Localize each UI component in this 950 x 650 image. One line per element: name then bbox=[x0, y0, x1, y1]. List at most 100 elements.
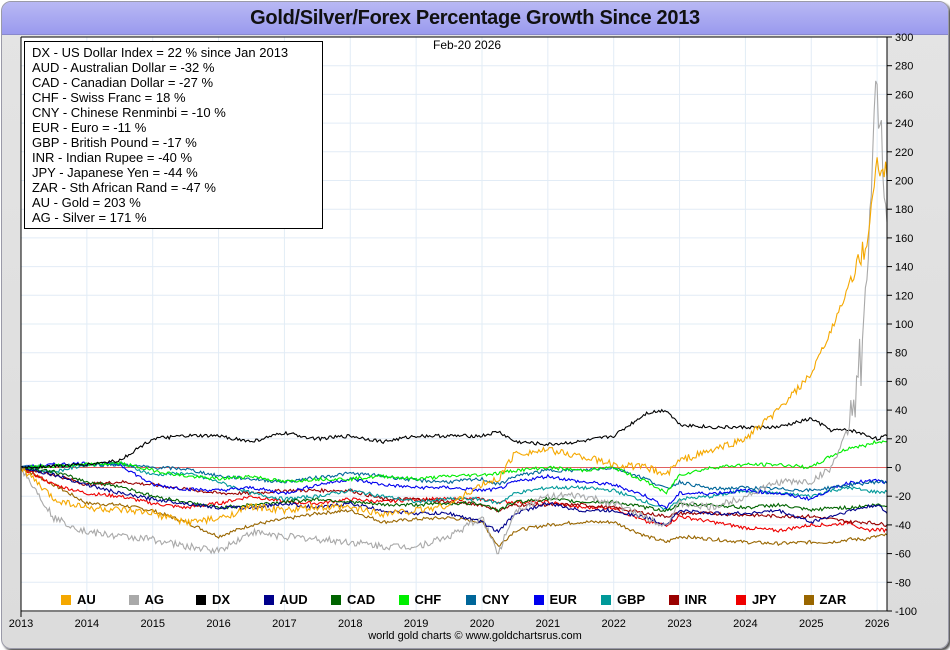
series-line-cad bbox=[20, 466, 888, 513]
legend-swatch bbox=[196, 594, 206, 605]
legend-label: JPY bbox=[752, 592, 777, 607]
x-tick-label: 2016 bbox=[206, 618, 230, 630]
legend-label: AU bbox=[77, 592, 96, 607]
legend-label: INR bbox=[684, 592, 707, 607]
y-tick-label: -60 bbox=[895, 549, 911, 561]
info-line: EUR - Euro = -11 % bbox=[32, 120, 147, 135]
axes bbox=[20, 36, 888, 617]
legend-item-jpy: JPY bbox=[736, 592, 777, 607]
series-line-chf bbox=[20, 439, 887, 495]
info-line: AG - Silver = 171 % bbox=[32, 210, 147, 225]
y-tick-label: 280 bbox=[895, 61, 913, 73]
info-line: DX - US Dollar Index = 22 % since Jan 20… bbox=[32, 45, 289, 60]
y-axis-ticks: 3002802602402202001801601401201008060402… bbox=[887, 32, 917, 618]
y-tick-label: 0 bbox=[895, 463, 901, 475]
series-line-ag bbox=[20, 80, 888, 555]
legend-label: AG bbox=[144, 592, 165, 607]
y-tick-label: 180 bbox=[895, 204, 913, 216]
legend-swatch bbox=[263, 594, 274, 605]
legend-label: DX bbox=[212, 592, 231, 607]
legend-swatch bbox=[803, 594, 814, 605]
legend-swatch bbox=[601, 594, 611, 605]
legend-swatch bbox=[736, 594, 746, 605]
info-line: AU - Gold = 203 % bbox=[32, 195, 141, 210]
info-line: JPY - Japanese Yen = -44 % bbox=[32, 165, 198, 180]
series-line-dx bbox=[20, 408, 888, 470]
y-tick-label: 100 bbox=[895, 319, 913, 331]
y-tick-label: 160 bbox=[895, 233, 913, 245]
x-tick-label: 2013 bbox=[9, 618, 33, 630]
y-tick-label: -40 bbox=[895, 520, 911, 532]
x-tick-label: 2023 bbox=[667, 618, 691, 630]
info-line: CAD - Canadian Dollar = -27 % bbox=[32, 75, 213, 90]
y-tick-label: 140 bbox=[895, 262, 913, 274]
info-line: ZAR - Sth African Rand = -47 % bbox=[32, 180, 216, 195]
y-tick-label: 120 bbox=[895, 290, 913, 302]
x-tick-label: 2018 bbox=[338, 618, 362, 630]
y-tick-label: 200 bbox=[895, 176, 913, 188]
series-legend: AU AG DX AUD CAD CHF CNY EUR GBP INR JPY ZAR bbox=[0, 592, 950, 610]
series-line-aud bbox=[20, 466, 888, 534]
legend-label: ZAR bbox=[819, 592, 847, 607]
legend-item-aud: AUD bbox=[263, 592, 308, 607]
y-tick-label: 260 bbox=[895, 89, 913, 101]
legend-label: EUR bbox=[549, 592, 577, 607]
legend-item-gbp: GBP bbox=[601, 592, 645, 607]
x-tick-label: 2021 bbox=[536, 618, 560, 630]
legend-label: CAD bbox=[347, 592, 376, 607]
series-line-au bbox=[20, 157, 888, 528]
series-lines bbox=[20, 80, 888, 555]
legend-swatch bbox=[533, 594, 544, 605]
legend-label: AUD bbox=[279, 592, 308, 607]
legend-label: CNY bbox=[482, 592, 510, 607]
legend-item-ag: AG bbox=[128, 592, 165, 607]
y-tick-label: 240 bbox=[895, 118, 913, 130]
series-line-cny bbox=[20, 462, 888, 493]
x-tick-label: 2019 bbox=[404, 618, 428, 630]
x-tick-label: 2026 bbox=[865, 618, 889, 630]
series-line-zar bbox=[20, 467, 888, 547]
x-tick-label: 2022 bbox=[601, 618, 625, 630]
legend-swatch bbox=[466, 594, 476, 605]
y-tick-label: 20 bbox=[895, 434, 907, 446]
info-legend-box: DX - US Dollar Index = 22 % since Jan 20… bbox=[24, 41, 323, 229]
legend-item-zar: ZAR bbox=[803, 592, 847, 607]
x-axis-ticks: 2013 2014 2015 2016 2017 2018 2019 2020 2021 2022… bbox=[9, 618, 890, 630]
x-tick-label: 2015 bbox=[140, 618, 164, 630]
x-tick-label: 2024 bbox=[733, 618, 757, 630]
legend-swatch bbox=[128, 594, 139, 605]
y-tick-label: 60 bbox=[895, 376, 907, 388]
legend-swatch bbox=[668, 594, 679, 605]
y-tick-label: -80 bbox=[895, 577, 911, 589]
info-line: CNY - Chinese Renminbi = -10 % bbox=[32, 105, 226, 120]
legend-item-chf: CHF bbox=[398, 592, 441, 607]
x-tick-label: 2017 bbox=[272, 618, 296, 630]
y-tick-label: -20 bbox=[895, 491, 911, 503]
series-line-eur bbox=[20, 461, 888, 510]
legend-item-au: AU bbox=[61, 592, 96, 607]
x-tick-label: 2014 bbox=[75, 618, 99, 630]
y-tick-label: 220 bbox=[895, 147, 913, 159]
info-line: CHF - Swiss Franc = 18 % bbox=[32, 90, 186, 105]
date-stamp: Feb-20 2026 bbox=[433, 38, 502, 52]
x-tick-label: 2020 bbox=[470, 618, 494, 630]
legend-item-dx: DX bbox=[196, 592, 230, 607]
legend-label: GBP bbox=[617, 592, 646, 607]
chart-title: Gold/Silver/Forex Percentage Growth Sinc… bbox=[250, 7, 700, 29]
info-line: GBP - British Pound = -17 % bbox=[32, 135, 197, 150]
chart-credit: world gold charts © www.goldchartsrus.co… bbox=[368, 630, 582, 642]
info-line: AUD - Australian Dollar = -32 % bbox=[32, 60, 215, 75]
info-line: INR - Indian Rupee = -40 % bbox=[32, 150, 193, 165]
title-bar: Gold/Silver/Forex Percentage Growth Sinc… bbox=[2, 2, 948, 35]
legend-swatch bbox=[331, 594, 341, 605]
legend-item-eur: EUR bbox=[533, 592, 577, 607]
legend-item-cny: CNY bbox=[466, 592, 509, 607]
y-tick-label: -100 bbox=[895, 606, 917, 618]
legend-swatch bbox=[398, 594, 409, 605]
legend-item-inr: INR bbox=[668, 592, 707, 607]
y-tick-label: 300 bbox=[895, 32, 913, 44]
legend-swatch bbox=[61, 594, 71, 605]
x-tick-label: 2025 bbox=[799, 618, 823, 630]
y-tick-label: 40 bbox=[895, 405, 907, 417]
